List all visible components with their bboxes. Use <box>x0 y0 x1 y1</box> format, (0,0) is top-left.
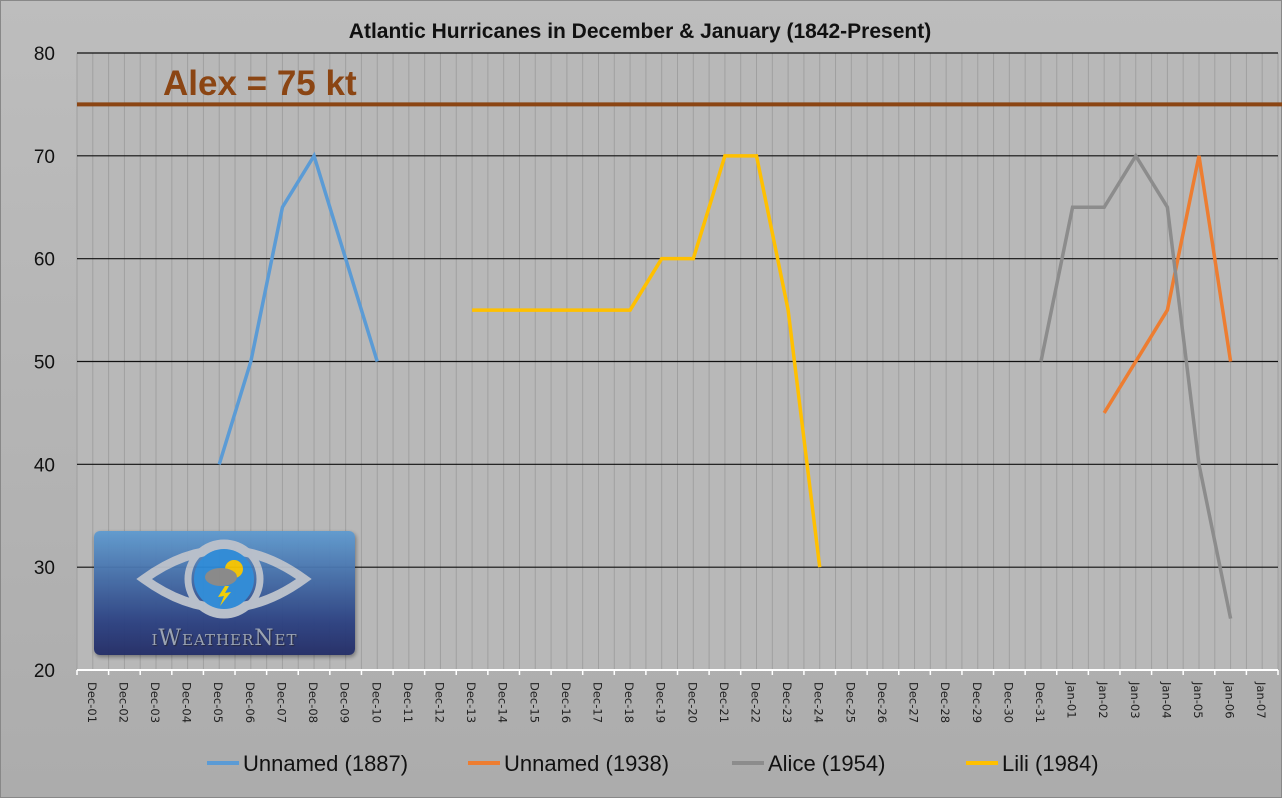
x-tick-label: Jan-03 <box>1128 681 1142 719</box>
y-tick-label: 20 <box>34 661 55 682</box>
y-tick-label: 80 <box>34 44 55 65</box>
x-tick-label: Jan-04 <box>1159 681 1173 719</box>
x-tick-label: Dec-23 <box>780 682 794 723</box>
legend-label: Alice (1954) <box>768 751 885 776</box>
series-line-3 <box>472 154 822 568</box>
x-tick-label: Dec-09 <box>338 682 352 723</box>
x-tick-label: Dec-05 <box>211 682 225 723</box>
y-tick-label: 40 <box>34 455 55 476</box>
reference-line-label: Alex = 75 kt <box>163 64 357 103</box>
y-tick-label: 70 <box>34 147 55 168</box>
x-tick-label: Dec-11 <box>401 682 415 723</box>
x-tick-label: Dec-20 <box>685 682 699 723</box>
chart-title: Atlantic Hurricanes in December & Januar… <box>349 20 931 43</box>
x-tick-label: Jan-02 <box>1096 681 1110 719</box>
x-tick-label: Dec-16 <box>559 682 573 723</box>
x-tick-label: Dec-17 <box>590 682 604 723</box>
iweathernet-logo: iWeatherNet <box>94 531 355 655</box>
x-tick-label: Dec-13 <box>464 682 478 723</box>
y-tick-label: 60 <box>34 250 55 271</box>
eye-weather-icon <box>136 539 312 619</box>
x-tick-label: Jan-06 <box>1223 681 1237 719</box>
x-tick-label: Dec-08 <box>306 682 320 723</box>
x-tick-label: Dec-31 <box>1033 682 1047 723</box>
x-tick-label: Jan-01 <box>1065 681 1079 719</box>
y-tick-label: 50 <box>34 353 55 374</box>
x-tick-label: Dec-14 <box>496 682 510 723</box>
x-tick-label: Dec-24 <box>812 682 826 723</box>
legend-label: Lili (1984) <box>1002 751 1099 776</box>
logo-text: iWeatherNet <box>151 626 298 651</box>
x-tick-label: Dec-15 <box>527 682 541 723</box>
x-tick-label: Dec-02 <box>116 682 130 723</box>
x-tick-label: Dec-21 <box>717 682 731 723</box>
x-tick-label: Jan-07 <box>1254 681 1268 719</box>
x-tick-label: Dec-04 <box>180 682 194 723</box>
x-tick-label: Dec-25 <box>843 682 857 723</box>
x-tick-label: Dec-18 <box>622 682 636 723</box>
x-tick-label: Dec-27 <box>907 682 921 723</box>
x-tick-label: Dec-29 <box>970 682 984 723</box>
legend-label: Unnamed (1938) <box>504 751 669 776</box>
x-tick-label: Dec-12 <box>432 682 446 723</box>
x-tick-label: Jan-05 <box>1191 681 1205 719</box>
y-tick-label: 30 <box>34 558 55 579</box>
x-tick-label: Dec-01 <box>85 682 99 723</box>
legend-label: Unnamed (1887) <box>243 751 408 776</box>
x-tick-label: Dec-03 <box>148 682 162 723</box>
x-tick-label: Dec-10 <box>369 682 383 723</box>
x-tick-label: Dec-30 <box>1001 682 1015 723</box>
x-tick-label: Dec-07 <box>274 682 288 723</box>
x-tick-label: Dec-22 <box>749 682 763 723</box>
x-tick-label: Dec-19 <box>654 682 668 723</box>
series-line-0 <box>217 151 379 465</box>
x-tick-label: Dec-06 <box>243 682 257 723</box>
x-tick-label: Dec-28 <box>938 682 952 723</box>
x-tick-label: Dec-26 <box>875 682 889 723</box>
